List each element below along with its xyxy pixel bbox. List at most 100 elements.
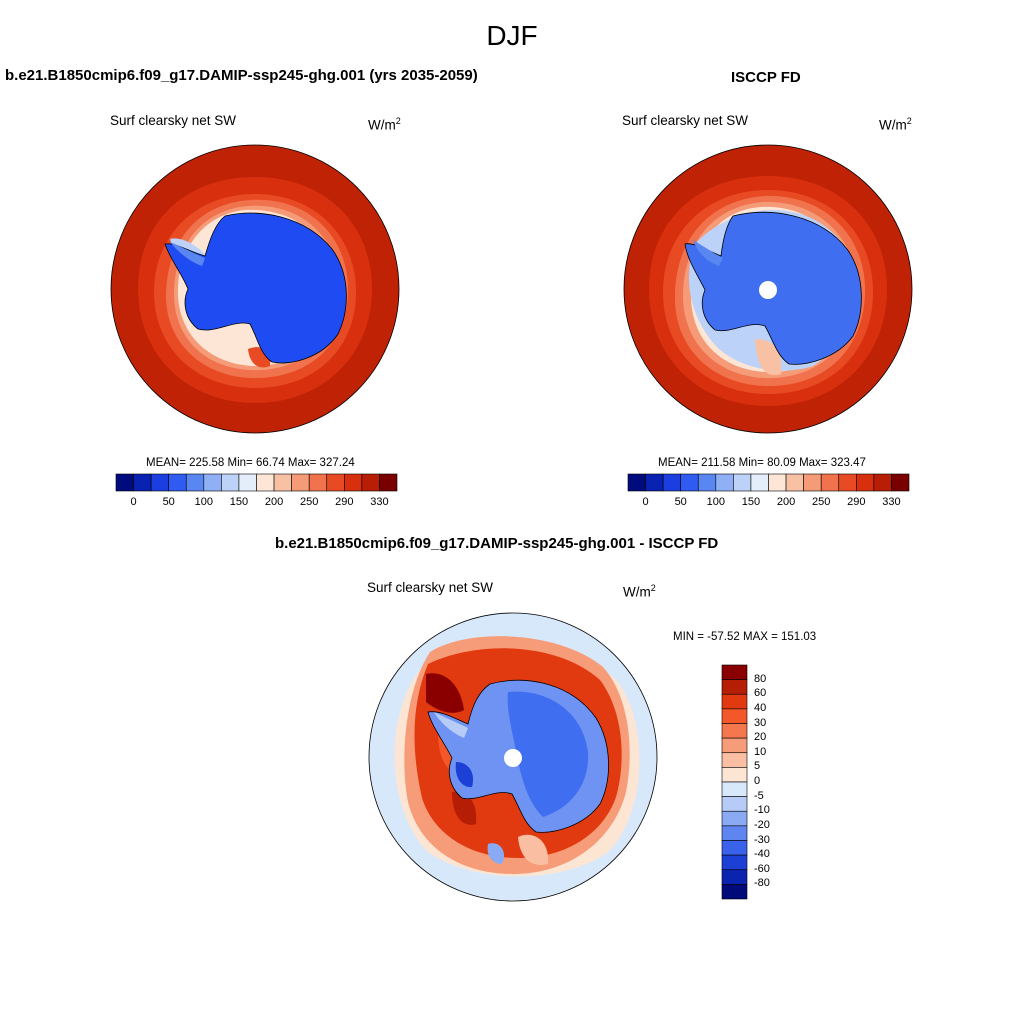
colorbar-tick-label: -60 [754, 862, 770, 875]
colorbar-swatch [768, 473, 787, 492]
colorbar-tick-label: 30 [754, 716, 767, 729]
colorbar-swatch [820, 473, 840, 492]
colorbar-tick-label: -40 [754, 848, 770, 861]
colorbar-swatch [115, 473, 134, 492]
colorbar-swatch [721, 752, 748, 768]
colorbar-swatch [168, 473, 187, 492]
colorbar-tick-label: 330 [370, 496, 389, 508]
colorbar-swatch [238, 473, 257, 492]
colorbar-swatch [627, 473, 646, 492]
colorbar-swatch [838, 473, 857, 492]
colorbar-tick-label: 40 [754, 701, 767, 714]
colorbar-swatch [721, 869, 748, 885]
colorbar-swatch [721, 825, 748, 841]
colorbar-swatch [361, 473, 380, 492]
colorbar-swatch [721, 693, 748, 710]
colorbar-tick-label: 100 [194, 496, 213, 508]
colorbar-swatch [721, 767, 748, 783]
diff-colorbar [721, 664, 748, 900]
colorbar-swatch [273, 473, 292, 492]
model-colorbar-ticks: 0 50 100 150 200 250 290 330 [116, 496, 397, 510]
colorbar-tick-label: 20 [754, 731, 767, 744]
colorbar-swatch [721, 679, 748, 695]
colorbar-tick-label: -30 [754, 833, 770, 846]
colorbar-tick-label: 290 [847, 496, 866, 508]
colorbar-tick-label: 150 [229, 496, 249, 508]
colorbar-swatch [221, 473, 240, 492]
model-polar-map [110, 144, 400, 434]
model-units-label: W/m2 [368, 116, 401, 133]
colorbar-swatch [721, 708, 748, 724]
colorbar-swatch [256, 473, 275, 492]
model-colorbar [115, 473, 398, 492]
diff-polar-map [368, 612, 658, 902]
model-panel-title: b.e21.B1850cmip6.f09_g17.DAMIP-ssp245-gh… [5, 67, 478, 84]
colorbar-tick-label: 80 [754, 672, 767, 685]
colorbar-swatch [873, 473, 892, 492]
colorbar-swatch [721, 840, 748, 856]
colorbar-swatch [379, 473, 398, 492]
colorbar-swatch [803, 473, 822, 492]
colorbar-swatch [721, 810, 748, 827]
colorbar-swatch [721, 723, 748, 739]
colorbar-tick-label: 250 [300, 496, 319, 508]
diff-stats-text: MIN = -57.52 MAX = 151.03 [673, 631, 817, 643]
model-stats-text: MEAN= 225.58 Min= 66.74 Max= 327.24 [146, 457, 355, 469]
colorbar-swatch [680, 473, 699, 492]
colorbar-swatch [150, 473, 169, 492]
obs-panel-title: ISCCP FD [731, 69, 801, 86]
colorbar-swatch [662, 473, 681, 492]
colorbar-tick-label: 0 [642, 496, 649, 508]
colorbar-tick-label: 0 [754, 775, 761, 787]
colorbar-swatch [185, 473, 205, 492]
colorbar-swatch [721, 781, 748, 797]
obs-polar-map [623, 144, 913, 434]
obs-stats-text: MEAN= 211.58 Min= 80.09 Max= 323.47 [658, 457, 866, 469]
colorbar-tick-label: 60 [754, 687, 767, 700]
colorbar-tick-label: 5 [754, 760, 761, 773]
colorbar-swatch [721, 796, 748, 812]
colorbar-tick-label: -20 [754, 818, 770, 831]
colorbar-tick-label: -80 [754, 877, 770, 890]
colorbar-tick-label: -5 [754, 789, 764, 802]
colorbar-tick-label: 150 [741, 496, 761, 508]
colorbar-tick-label: 290 [335, 496, 354, 508]
colorbar-swatch [344, 473, 363, 492]
colorbar-swatch [721, 884, 748, 900]
colorbar-swatch [645, 473, 664, 492]
colorbar-swatch [785, 473, 804, 492]
diff-variable-label: Surf clearsky net SW [367, 580, 494, 595]
colorbar-tick-label: 100 [706, 496, 725, 508]
colorbar-swatch [291, 473, 310, 492]
colorbar-swatch [891, 473, 910, 492]
obs-units-label: W/m2 [879, 116, 912, 133]
colorbar-tick-label: 250 [812, 496, 831, 508]
colorbar-swatch [308, 473, 328, 492]
colorbar-swatch [133, 473, 152, 492]
colorbar-swatch [326, 473, 345, 492]
obs-colorbar [627, 473, 910, 492]
diff-colorbar-ticks: 80 60 40 30 20 10 5 0 -5 -10 -20 -30 -40 -60 -80 [754, 665, 794, 899]
obs-colorbar-ticks: 0 50 100 150 200 250 290 330 [628, 496, 909, 510]
colorbar-swatch [203, 473, 222, 492]
diff-panel-title: b.e21.B1850cmip6.f09_g17.DAMIP-ssp245-gh… [275, 535, 719, 552]
colorbar-swatch [715, 473, 734, 492]
colorbar-tick-label: 330 [882, 496, 901, 508]
colorbar-swatch [733, 473, 752, 492]
colorbar-tick-label: 50 [162, 496, 175, 508]
colorbar-swatch [721, 854, 748, 871]
model-variable-label: Surf clearsky net SW [110, 113, 237, 128]
season-title: DJF [486, 20, 538, 51]
colorbar-tick-label: 200 [776, 496, 796, 508]
colorbar-tick-label: 10 [754, 745, 767, 758]
colorbar-tick-label: 50 [674, 496, 687, 508]
colorbar-tick-label: 200 [264, 496, 284, 508]
colorbar-tick-label: 0 [130, 496, 137, 508]
colorbar-swatch [697, 473, 717, 492]
colorbar-swatch [721, 737, 748, 754]
colorbar-swatch [856, 473, 875, 492]
colorbar-tick-label: -10 [754, 804, 770, 817]
diff-units-label: W/m2 [623, 583, 656, 600]
obs-variable-label: Surf clearsky net SW [622, 113, 749, 128]
colorbar-swatch [750, 473, 769, 492]
